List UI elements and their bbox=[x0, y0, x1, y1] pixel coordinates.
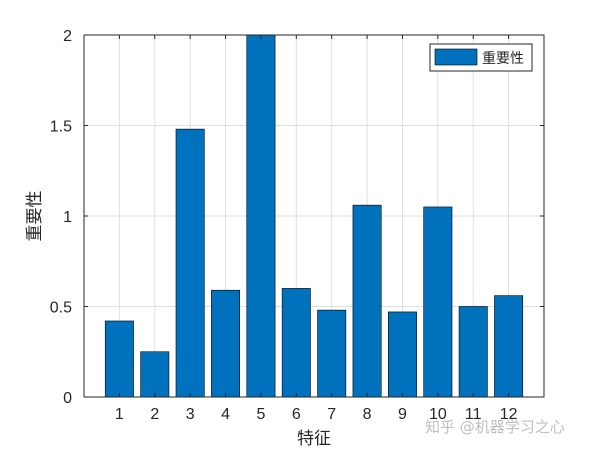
bar-8 bbox=[352, 204, 382, 398]
x-tick-label: 2 bbox=[150, 406, 159, 423]
x-tick-label: 7 bbox=[327, 406, 336, 423]
x-tick-label: 6 bbox=[292, 406, 301, 423]
bar-7 bbox=[317, 309, 347, 398]
bar-1 bbox=[104, 320, 134, 398]
bar-12 bbox=[494, 295, 524, 398]
y-tick-label: 0 bbox=[63, 390, 72, 407]
y-tick-label: 1 bbox=[63, 209, 72, 226]
y-tick-label: 1.5 bbox=[50, 119, 72, 136]
x-axis-title: 特征 bbox=[297, 429, 331, 449]
y-tick-label: 2 bbox=[63, 28, 72, 45]
bar-10 bbox=[423, 206, 453, 398]
x-tick-label: 8 bbox=[363, 406, 372, 423]
bars bbox=[104, 34, 524, 398]
x-tick-label: 1 bbox=[115, 406, 124, 423]
bar-9 bbox=[388, 311, 417, 398]
y-tick-label: 0.5 bbox=[50, 300, 72, 317]
x-tick-label: 10 bbox=[429, 406, 447, 423]
bar-11 bbox=[458, 306, 488, 398]
bar-4 bbox=[211, 289, 240, 398]
legend: 重要性 bbox=[429, 43, 533, 72]
legend-swatch bbox=[434, 48, 478, 66]
bar-6 bbox=[281, 288, 311, 398]
x-tick-label: 5 bbox=[256, 406, 265, 423]
y-axis-title: 重要性 bbox=[25, 191, 45, 242]
bar-2 bbox=[140, 351, 170, 398]
x-tick-label: 3 bbox=[186, 406, 195, 423]
bar-5 bbox=[246, 34, 276, 398]
bar-3 bbox=[175, 128, 205, 398]
watermark: 知乎 @机器学习之心 bbox=[425, 418, 565, 436]
x-tick-label: 4 bbox=[221, 406, 230, 423]
x-tick-label: 11 bbox=[465, 406, 482, 423]
x-tick-label: 12 bbox=[500, 406, 518, 423]
legend-label: 重要性 bbox=[482, 51, 524, 67]
x-tick-label: 9 bbox=[398, 406, 407, 423]
